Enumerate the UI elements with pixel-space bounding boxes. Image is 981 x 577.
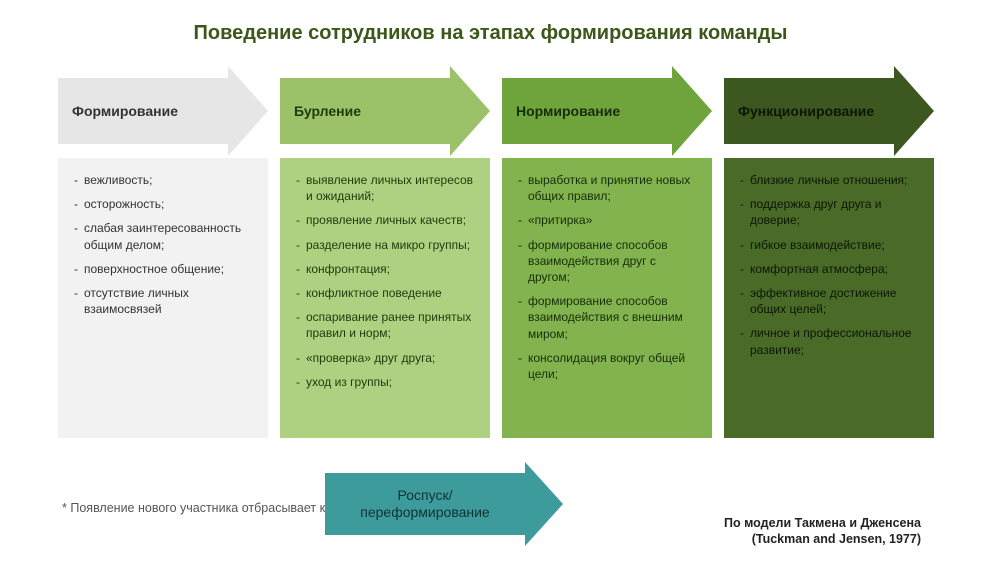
rospusk-arrow: Роспуск/ переформирование	[325, 473, 565, 535]
stage-item: поддержка друг друга и доверие;	[740, 196, 922, 228]
stage-item: выработка и принятие новых общих правил;	[518, 172, 700, 204]
stage-item: «проверка» друг друга;	[296, 350, 478, 366]
stage-column: Нормирование выработка и принятие новых о…	[502, 78, 712, 438]
stage-item: осторожность;	[74, 196, 256, 212]
stage-column: Формирование вежливость; осторожность; слаб…	[58, 78, 268, 438]
stage-item: формирование способов взаимодействия с в…	[518, 293, 700, 342]
stage-item: оспаривание ранее принятых правил и норм…	[296, 309, 478, 341]
stage-column: Бурление выявление личных интересов и ожи…	[280, 78, 490, 438]
stage-arrow-label: Функционирование	[724, 78, 894, 144]
stage-arrow-label: Формирование	[58, 78, 228, 144]
stage-arrow: Функционирование	[724, 78, 934, 144]
rospusk-label: Роспуск/ переформирование	[325, 473, 525, 535]
stage-item: консолидация вокруг общей цели;	[518, 350, 700, 382]
stage-arrow-label: Бурление	[280, 78, 450, 144]
stage-item: поверхностное общение;	[74, 261, 256, 277]
stage-item: разделение на микро группы;	[296, 237, 478, 253]
credit: По модели Такмена и Дженсена (Tuckman an…	[724, 515, 921, 548]
stage-item: конфронтация;	[296, 261, 478, 277]
stage-item: вежливость;	[74, 172, 256, 188]
stage-arrow: Формирование	[58, 78, 268, 144]
stage-arrow-head	[672, 66, 712, 156]
stage-arrow: Бурление	[280, 78, 490, 144]
stage-item: гибкое взаимодействие;	[740, 237, 922, 253]
stages-row: Формирование вежливость; осторожность; слаб…	[58, 78, 934, 438]
stage-item-list: выработка и принятие новых общих правил;…	[518, 172, 700, 382]
stage-item-list: выявление личных интересов и ожиданий; пр…	[296, 172, 478, 390]
stage-item: проявление личных качеств;	[296, 212, 478, 228]
stage-column: Функционирование близкие личные отношения…	[724, 78, 934, 438]
page-title: Поведение сотрудников на этапах формиров…	[0, 22, 981, 45]
stage-item: «притирка»	[518, 212, 700, 228]
rospusk-arrow-head	[525, 462, 563, 546]
stage-arrow-head	[450, 66, 490, 156]
stage-item: комфортная атмосфера;	[740, 261, 922, 277]
stage-card: выявление личных интересов и ожиданий; пр…	[280, 158, 490, 438]
stage-item: конфликтное поведение	[296, 285, 478, 301]
stage-item: выявление личных интересов и ожиданий;	[296, 172, 478, 204]
stage-arrow-head	[894, 66, 934, 156]
stage-card: вежливость; осторожность; слабая заинтерес…	[58, 158, 268, 438]
stage-item: уход из группы;	[296, 374, 478, 390]
credit-line-2: (Tuckman and Jensen, 1977)	[724, 531, 921, 547]
stage-card: выработка и принятие новых общих правил;…	[502, 158, 712, 438]
stage-item-list: близкие личные отношения; поддержка друг …	[740, 172, 922, 358]
footnote-marker: *	[62, 501, 67, 515]
stage-item: эффективное достижение общих целей;	[740, 285, 922, 317]
stage-item: отсутствие личных взаимосвязей	[74, 285, 256, 317]
stage-arrow-head	[228, 66, 268, 156]
stage-item: формирование способов взаимодействия дру…	[518, 237, 700, 286]
stage-item: личное и профессиональное развитие;	[740, 325, 922, 357]
stage-item: близкие личные отношения;	[740, 172, 922, 188]
stage-arrow-label: Нормирование	[502, 78, 672, 144]
stage-card: близкие личные отношения; поддержка друг …	[724, 158, 934, 438]
credit-line-1: По модели Такмена и Дженсена	[724, 515, 921, 531]
stage-arrow: Нормирование	[502, 78, 712, 144]
stage-item: слабая заинтересованность общим делом;	[74, 220, 256, 252]
stage-item-list: вежливость; осторожность; слабая заинтерес…	[74, 172, 256, 317]
